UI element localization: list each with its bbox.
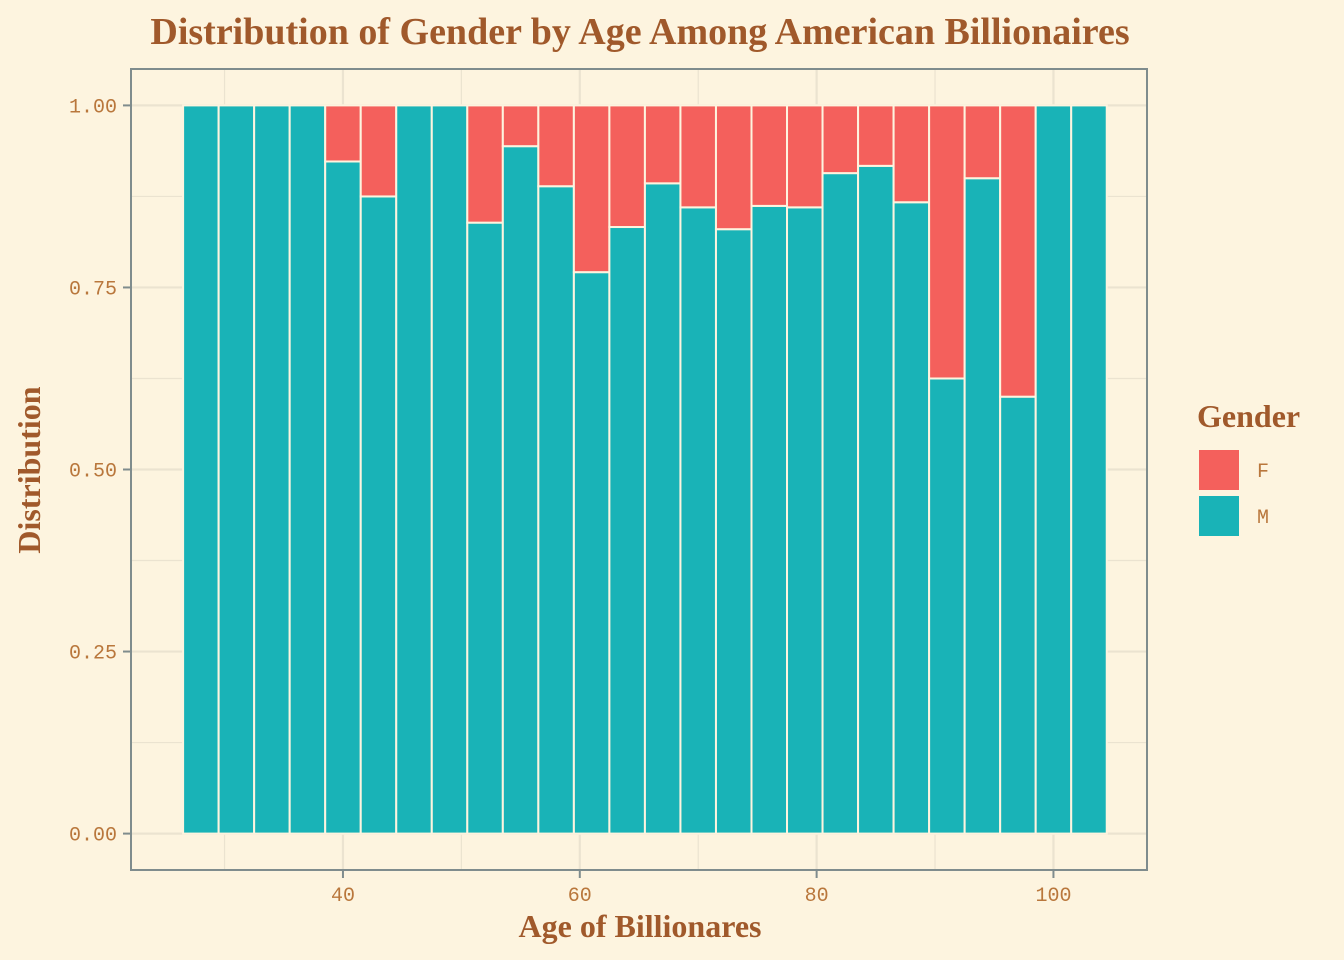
bar-segment-f [999,104,1037,398]
bar-segment-m [466,221,504,835]
bar-segment-m [182,104,220,835]
bar-segment-m [857,164,895,835]
bar-segment-f [537,104,575,188]
bars [182,104,1108,835]
bar-segment-m [999,395,1037,835]
bar-segment-m [928,377,966,835]
bar-segment-m [643,182,682,835]
bar-segment-f [750,104,789,207]
bar-segment-m [253,104,291,835]
legend-items: FM [1199,450,1269,536]
bar-segment-m [324,160,362,835]
x-axis-label: Age of Billionares [519,908,762,944]
bar-segment-f [963,104,1002,180]
x-tick-label: 80 [805,885,829,908]
x-tick-label: 60 [568,885,592,908]
bar-segment-f [679,104,717,209]
chart-title: Distribution of Gender by Age Among Amer… [150,11,1129,53]
legend-swatch-f [1199,450,1239,490]
bar-segment-f [501,104,540,148]
bar-segment-f [643,104,682,185]
bar-segment-f [786,104,824,209]
y-axis-label: Distribution [11,386,47,553]
legend-label-m: M [1257,507,1269,530]
legend-label-f: F [1257,461,1269,484]
x-tick-label: 40 [331,885,355,908]
bar-segment-m [679,206,717,835]
y-tick-label: 0.00 [69,825,117,848]
legend: Gender FM [1197,398,1300,536]
bar-segment-f [359,104,398,198]
bar-segment-f [714,104,753,231]
bar-segment-m [288,104,327,835]
y-axis: 0.00 0.25 0.50 0.75 1.00 [69,96,131,848]
bar-segment-m [892,201,931,835]
y-tick-label: 1.00 [69,96,117,119]
bar-segment-m [217,104,256,835]
legend-title: Gender [1197,398,1300,434]
bar-segment-m [501,145,540,835]
bar-segment-f [324,104,362,163]
bar-segment-f [821,104,860,175]
bar-segment-f [928,104,966,380]
legend-swatch-m [1199,496,1239,536]
bar-segment-f [572,104,611,274]
bar-segment-m [1070,104,1108,835]
bar-segment-m [963,177,1002,835]
bar-segment-m [714,228,753,835]
bar-segment-m [572,271,611,835]
x-tick-label: 100 [1035,885,1071,908]
bar-segment-m [359,195,398,835]
y-tick-label: 0.50 [69,461,117,484]
y-tick-label: 0.75 [69,278,117,301]
bar-segment-m [1034,104,1073,835]
y-tick-label: 0.25 [69,643,117,666]
bar-segment-m [821,172,860,835]
bar-segment-f [466,104,504,224]
bar-segment-m [430,104,469,835]
bar-segment-m [537,185,575,835]
bar-segment-f [892,104,931,204]
plot-panel [130,68,1148,871]
bar-segment-m [786,206,824,835]
bar-segment-m [750,204,789,835]
bar-segment-m [608,226,646,835]
bar-segment-f [857,104,895,167]
x-axis: 40 60 80 100 [331,870,1071,908]
bar-segment-f [608,104,646,229]
bar-segment-m [395,104,433,835]
